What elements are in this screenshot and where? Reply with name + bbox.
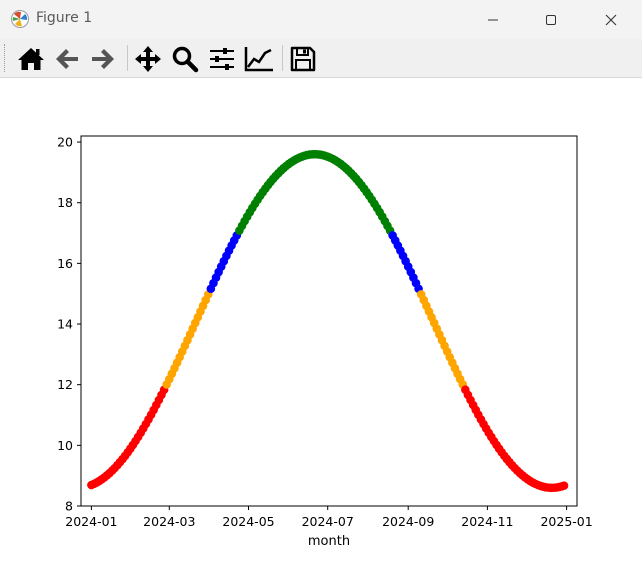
y-axis: 8 10 12 14 16 18 20 bbox=[57, 135, 81, 514]
toolbar-separator bbox=[282, 45, 283, 71]
data-points bbox=[87, 149, 569, 493]
x-tick-label: 2024-07 bbox=[302, 514, 354, 529]
pan-button[interactable] bbox=[133, 44, 163, 74]
y-tick-label: 8 bbox=[65, 499, 73, 514]
home-button[interactable] bbox=[16, 44, 46, 74]
x-tick-label: 2024-03 bbox=[143, 514, 195, 529]
y-tick-label: 14 bbox=[57, 317, 73, 332]
x-tick-label: 2024-05 bbox=[222, 514, 274, 529]
close-button[interactable] bbox=[588, 0, 634, 39]
edit-axes-button[interactable] bbox=[244, 44, 274, 74]
forward-button[interactable] bbox=[88, 44, 118, 74]
minimize-icon bbox=[488, 19, 498, 20]
toolbar-grip bbox=[4, 44, 7, 72]
minimize-button[interactable] bbox=[470, 0, 516, 39]
window-title: Figure 1 bbox=[36, 10, 93, 26]
x-tick-label: 2024-01 bbox=[65, 514, 117, 529]
y-tick-label: 10 bbox=[57, 438, 73, 453]
matplotlib-app-icon bbox=[11, 10, 29, 28]
x-tick-label: 2024-09 bbox=[382, 514, 434, 529]
figure-canvas[interactable]: 8 10 12 14 16 18 20 2024-01 2024-03 2024-05 2024-… bbox=[0, 78, 642, 558]
x-tick-label: 2025-01 bbox=[540, 514, 592, 529]
subplots-button[interactable] bbox=[207, 44, 237, 74]
back-arrow-icon bbox=[56, 49, 78, 69]
y-tick-label: 18 bbox=[57, 195, 73, 210]
save-button[interactable] bbox=[288, 44, 318, 74]
x-tick-label: 2024-11 bbox=[461, 514, 513, 529]
y-tick-label: 12 bbox=[57, 377, 73, 392]
maximize-icon bbox=[546, 14, 556, 25]
y-tick-label: 16 bbox=[57, 256, 73, 271]
forward-arrow-icon bbox=[92, 49, 114, 69]
navigation-toolbar bbox=[0, 39, 642, 78]
zoom-magnifier-icon bbox=[172, 46, 199, 73]
zoom-button[interactable] bbox=[170, 44, 200, 74]
edit-axes-curve-icon bbox=[244, 47, 273, 72]
configure-subplots-icon bbox=[210, 48, 234, 70]
title-bar: Figure 1 bbox=[0, 0, 642, 39]
toolbar-separator bbox=[127, 45, 128, 71]
x-axis-label: month bbox=[308, 534, 350, 549]
x-axis: 2024-01 2024-03 2024-05 2024-07 2024-09 2024-… bbox=[65, 506, 593, 529]
maximize-button[interactable] bbox=[528, 0, 574, 39]
home-icon bbox=[18, 48, 44, 70]
back-button[interactable] bbox=[52, 44, 82, 74]
data-point bbox=[559, 481, 569, 490]
y-tick-label: 20 bbox=[57, 135, 73, 150]
save-floppy-icon bbox=[290, 46, 316, 72]
close-icon bbox=[605, 14, 617, 25]
pan-move-icon bbox=[135, 46, 161, 72]
